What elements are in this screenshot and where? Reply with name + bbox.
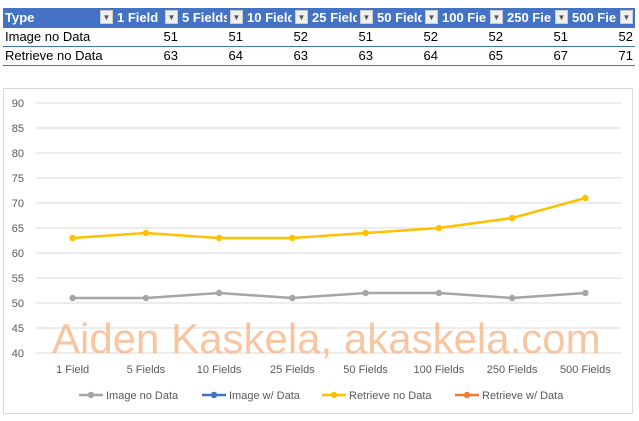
data-point <box>142 229 150 237</box>
x-tick-label: 1 Field <box>56 364 89 376</box>
y-tick-label: 65 <box>12 223 24 235</box>
table-row: Retrieve no Data 63 64 63 63 64 65 67 71 <box>3 45 635 65</box>
table-cell[interactable]: 63 <box>245 45 310 65</box>
y-tick-label: 70 <box>12 198 24 210</box>
table-cell[interactable]: 52 <box>440 26 505 46</box>
table-cell[interactable]: 71 <box>570 45 635 65</box>
column-header-label: 250 Fields <box>507 9 552 25</box>
x-tick-label: 10 Fields <box>197 364 242 376</box>
column-header: 5 Fields ▼ <box>180 8 245 27</box>
column-header-label: 10 Fields <box>247 9 292 25</box>
table-cell[interactable]: 52 <box>375 26 440 46</box>
data-point <box>435 224 443 232</box>
data-point <box>69 294 76 302</box>
y-tick-label: 90 <box>12 98 24 110</box>
table-cell[interactable]: 64 <box>375 45 440 65</box>
filter-dropdown-icon[interactable]: ▼ <box>100 10 113 24</box>
table-row: Image no Data 51 51 52 51 52 52 51 52 <box>3 26 635 46</box>
data-point <box>289 294 296 302</box>
filter-dropdown-icon[interactable]: ▼ <box>230 10 243 24</box>
data-point <box>289 234 296 242</box>
table-cell[interactable]: 51 <box>115 26 180 46</box>
legend-label: Image no Data <box>106 390 179 402</box>
y-tick-label: 45 <box>12 323 24 335</box>
watermark: Aiden Kaskela, akaskela.com <box>52 315 601 362</box>
legend-label: Retrieve no Data <box>349 390 432 402</box>
row-label[interactable]: Image no Data <box>3 26 115 46</box>
y-tick-label: 50 <box>12 298 24 310</box>
data-point <box>435 289 443 297</box>
y-tick-label: 75 <box>12 173 24 185</box>
table-cell[interactable]: 65 <box>440 45 505 65</box>
x-tick-label: 50 Fields <box>343 364 388 376</box>
filter-dropdown-icon[interactable]: ▼ <box>620 10 633 24</box>
filter-dropdown-icon[interactable]: ▼ <box>165 10 178 24</box>
data-point <box>582 194 589 202</box>
series-line <box>72 291 586 300</box>
data-point <box>142 294 150 302</box>
column-header: 250 Fields▼ <box>505 8 570 27</box>
data-point <box>582 289 589 297</box>
column-header-label: 500 Fields <box>572 9 617 25</box>
data-point <box>362 229 369 237</box>
filter-dropdown-icon[interactable]: ▼ <box>555 10 568 24</box>
y-tick-label: 85 <box>12 123 24 135</box>
column-header-label: 1 Field <box>117 9 159 25</box>
y-tick-label: 40 <box>12 348 24 360</box>
series-line <box>72 196 586 240</box>
table-cell[interactable]: 63 <box>310 45 375 65</box>
table-cell[interactable]: 63 <box>115 45 180 65</box>
table-cell[interactable]: 67 <box>505 45 570 65</box>
x-tick-label: 500 Fields <box>560 364 611 376</box>
table-header-row: Type▼1 Field▼5 Fields▼10 Fields▼25 Field… <box>3 8 635 27</box>
x-tick-label: 5 Fields <box>127 364 166 376</box>
filter-dropdown-icon[interactable]: ▼ <box>360 10 373 24</box>
table-cell[interactable]: 51 <box>505 26 570 46</box>
x-tick-label: 100 Fields <box>413 364 464 376</box>
data-point <box>362 289 369 297</box>
x-tick-label: 25 Fields <box>270 364 315 376</box>
table-cell[interactable]: 52 <box>245 26 310 46</box>
y-tick-label: 60 <box>12 248 24 260</box>
legend-marker <box>87 391 95 399</box>
x-tick-label: 250 Fields <box>487 364 538 376</box>
column-header: 100 Fields▼ <box>440 8 505 27</box>
column-header-label: 50 Fields <box>377 9 422 25</box>
data-point <box>508 214 516 222</box>
table-cell[interactable]: 51 <box>180 26 245 46</box>
data-point <box>215 234 223 242</box>
column-header-label: 100 Fields <box>442 9 487 25</box>
table-cell[interactable]: 51 <box>310 26 375 46</box>
column-header-label: Type <box>5 9 35 25</box>
data-point <box>69 234 76 242</box>
filter-dropdown-icon[interactable]: ▼ <box>425 10 438 24</box>
line-chart: 40 45 50 55 60 65 70 75 80 85 90 1 Field 5 Fields 10 … <box>3 88 633 414</box>
filter-dropdown-icon[interactable]: ▼ <box>490 10 503 24</box>
column-header: 50 Fields▼ <box>375 8 440 27</box>
column-header-label: 25 Fields <box>312 9 357 25</box>
data-table: Type▼1 Field▼5 Fields▼10 Fields▼25 Field… <box>3 8 635 66</box>
column-header: 25 Fields▼ <box>310 8 375 27</box>
y-tick-label: 55 <box>12 273 24 285</box>
column-header: 10 Fields▼ <box>245 8 310 27</box>
table-cell[interactable]: 64 <box>180 45 245 65</box>
row-label[interactable]: Retrieve no Data <box>3 45 115 65</box>
legend-label: Retrieve w/ Data <box>482 390 564 402</box>
column-header: 500 Fields▼ <box>570 8 635 27</box>
filter-dropdown-icon[interactable]: ▼ <box>295 10 308 24</box>
legend-label: Image w/ Data <box>229 390 301 402</box>
column-header: Type ▼ <box>3 8 115 27</box>
column-header-label: 5 Fields <box>182 9 227 25</box>
legend-marker <box>463 391 471 399</box>
column-header: 1 Field ▼ <box>115 8 180 27</box>
data-point <box>215 289 223 297</box>
legend-marker <box>210 391 218 399</box>
y-tick-label: 80 <box>12 148 24 160</box>
data-point <box>508 294 516 302</box>
table-cell[interactable]: 52 <box>570 26 635 46</box>
legend-marker <box>330 391 338 399</box>
